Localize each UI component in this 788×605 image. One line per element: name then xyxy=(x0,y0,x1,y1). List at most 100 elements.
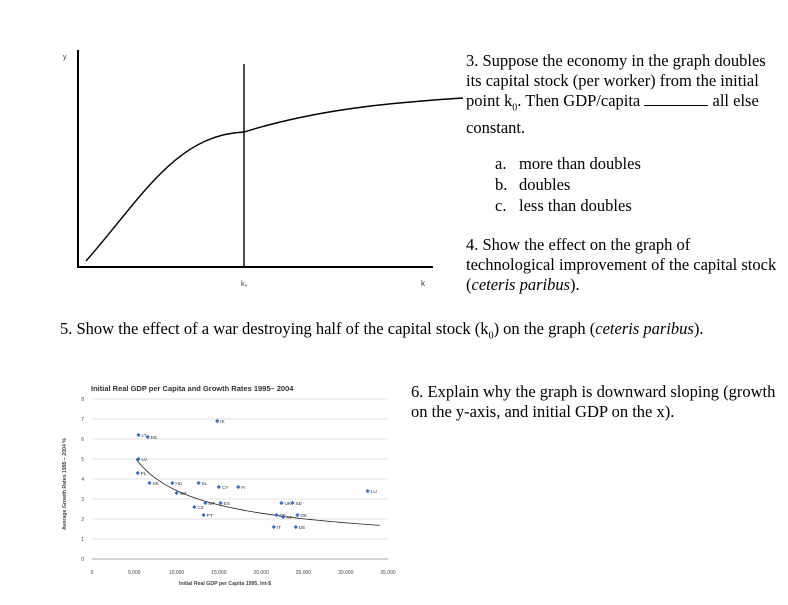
answer-options: a. more than doubles b. doubles c. less tha… xyxy=(495,153,641,216)
question-5: 5. Show the effect of a war destroying h… xyxy=(60,319,760,346)
option-letter: b. xyxy=(495,175,508,194)
y-axis-label: Average Growth Rates 1995 – 2004 % xyxy=(62,438,68,530)
y-tick-label: 6 xyxy=(81,437,84,443)
data-point-es xyxy=(218,500,223,506)
q3-text-lead: 3. Suppose the economy in the graph doub… xyxy=(466,51,766,110)
point-label-cz: CZ xyxy=(197,505,203,511)
point-label-pt: PT xyxy=(207,513,213,519)
data-point-fr xyxy=(274,512,279,518)
y-tick-label: 1 xyxy=(81,537,84,543)
data-point-pt xyxy=(201,512,206,518)
x-tick-label: 15.000 xyxy=(211,570,227,576)
q5-subscript: 0 xyxy=(488,330,494,342)
point-label-gr: GR xyxy=(180,491,188,497)
data-point-sk xyxy=(147,480,152,486)
option-text: more than doubles xyxy=(519,154,641,173)
point-label-se: SE xyxy=(295,501,301,507)
option-letter: a. xyxy=(495,154,507,173)
data-point-dk xyxy=(295,512,300,518)
x-axis-label: Initial Real GDP per Capita 1995, Int-$ xyxy=(179,581,271,587)
answer-blank[interactable] xyxy=(644,91,709,106)
point-label-sl: SL xyxy=(202,481,208,487)
chart-title: Initial Real GDP per Capita and Growth R… xyxy=(91,384,294,393)
data-point-at xyxy=(281,514,286,520)
data-point-cy xyxy=(216,484,221,490)
q3-text-mid: . Then GDP/capita xyxy=(517,91,645,110)
production-function-graph: y k₀ k xyxy=(63,50,464,288)
y-tick-label: 4 xyxy=(81,477,84,483)
option-c[interactable]: c. less than doubles xyxy=(495,195,641,216)
data-point-ie xyxy=(215,418,220,424)
data-point-lv xyxy=(136,456,141,462)
k0-label: k₀ xyxy=(241,281,248,288)
point-label-dk: DK xyxy=(301,513,308,519)
q4-text-lead: 4. Show the effect on the graph of techn… xyxy=(466,235,777,294)
q3-subscript: 0 xyxy=(512,102,518,114)
point-label-es: ES xyxy=(224,501,230,507)
x-tick-label: 5.000 xyxy=(128,570,141,576)
q4-text-tail: ). xyxy=(570,275,580,294)
point-label-lu: LU xyxy=(371,489,378,495)
q6-text: 6. Explain why the graph is downward slo… xyxy=(411,382,776,421)
x-tick-label: 35.000 xyxy=(380,570,396,576)
q5-text-mid: ) on the graph ( xyxy=(493,319,596,338)
y-tick-label: 3 xyxy=(81,497,84,503)
option-text: doubles xyxy=(519,175,571,194)
option-b[interactable]: b. doubles xyxy=(495,174,641,195)
x-tick-label: 10.000 xyxy=(169,570,185,576)
data-point-ee xyxy=(145,434,150,440)
production-curve xyxy=(85,97,464,262)
q4-italic: ceteris paribus xyxy=(471,275,571,294)
point-label-lv: LV xyxy=(142,457,148,463)
point-label-uk: UK xyxy=(284,501,291,507)
y-tick-label: 5 xyxy=(81,457,84,463)
data-point-lu xyxy=(365,488,370,494)
q5-italic: ceteris paribus xyxy=(595,319,694,338)
data-point-cz xyxy=(192,504,197,510)
point-label-it: IT xyxy=(277,525,281,531)
question-6: 6. Explain why the graph is downward slo… xyxy=(411,382,781,422)
point-label-ee: EE xyxy=(151,435,157,441)
q5-text-lead: 5. Show the effect of a war destroying h… xyxy=(60,319,489,338)
k-label: k xyxy=(421,279,426,288)
x-tick-label: 0 xyxy=(91,570,94,576)
data-point-it xyxy=(271,524,276,530)
y-tick-label: 8 xyxy=(81,397,84,403)
y-tick-label: 7 xyxy=(81,417,84,423)
point-label-pl: PL xyxy=(141,471,147,477)
data-point-fi xyxy=(236,484,241,490)
question-4: 4. Show the effect on the graph of techn… xyxy=(466,235,781,295)
y-tick-label: 0 xyxy=(81,557,84,563)
q3-text-tail: all else constant. xyxy=(466,91,759,138)
data-point-lt xyxy=(136,432,141,438)
data-point-se xyxy=(290,500,295,506)
data-point-mt xyxy=(203,500,208,506)
trendline xyxy=(135,458,380,526)
y-tick-label: 2 xyxy=(81,517,84,523)
point-label-sk: SK xyxy=(153,481,160,487)
point-label-cy: CY xyxy=(222,485,229,491)
data-point-sl xyxy=(196,480,201,486)
x-tick-label: 20.000 xyxy=(253,570,269,576)
point-label-fi: FI xyxy=(241,485,245,491)
growth-scatter-chart: 0 1 2 3 4 5 6 7 8 0 5.000 10.000 15.000 20.000 25.000 3… xyxy=(62,397,396,587)
y-axis-label: y xyxy=(63,54,67,61)
q5-text-tail: ). xyxy=(693,319,704,338)
point-label-mt: MT xyxy=(208,501,215,507)
option-text: less than doubles xyxy=(519,196,632,215)
point-label-ie: IE xyxy=(220,419,225,425)
question-3: 3. Suppose the economy in the graph doub… xyxy=(466,51,776,138)
point-label-lt: LT xyxy=(142,433,147,439)
data-point-pl xyxy=(135,470,140,476)
x-tick-label: 30.000 xyxy=(338,570,354,576)
point-label-at: AT xyxy=(286,515,292,521)
data-point-uk xyxy=(279,500,284,506)
point-label-de: DE xyxy=(299,525,306,531)
data-point-de xyxy=(293,524,298,530)
x-tick-label: 25.000 xyxy=(296,570,312,576)
option-letter: c. xyxy=(495,196,507,215)
data-point-hu xyxy=(170,480,175,486)
option-a[interactable]: a. more than doubles xyxy=(495,153,641,174)
data-point-gr xyxy=(174,490,179,496)
point-label-hu: HU xyxy=(175,481,182,487)
